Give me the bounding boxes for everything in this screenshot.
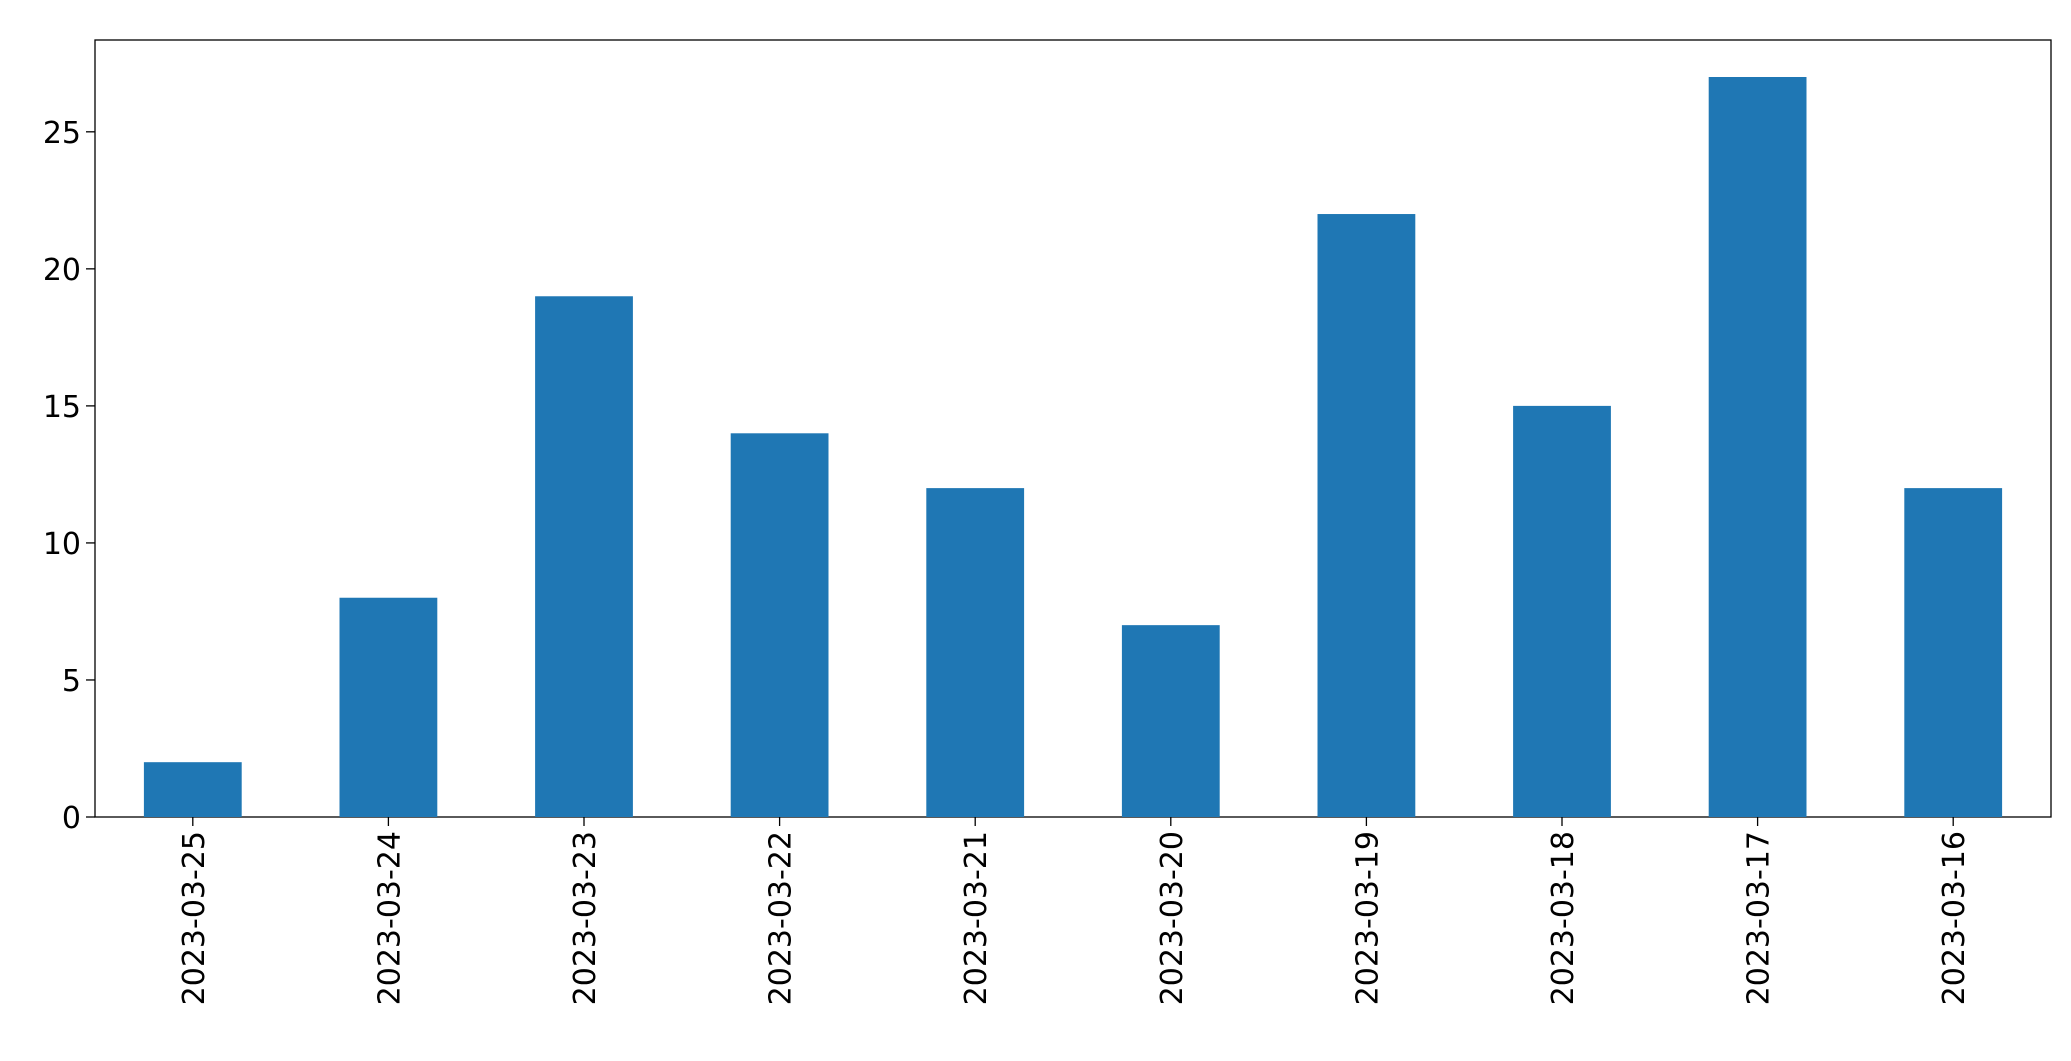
bar (1513, 405, 1611, 817)
x-tick-label: 2023-03-17 (1742, 831, 1777, 1005)
bar (1708, 77, 1807, 817)
y-tick-label: 10 (43, 527, 81, 562)
x-tick-label: 2023-03-16 (1937, 831, 1972, 1005)
x-tick-label: 2023-03-24 (372, 831, 407, 1005)
x-tick-label: 2023-03-25 (177, 831, 212, 1005)
y-tick-label: 15 (43, 390, 81, 425)
x-tick-label: 2023-03-22 (764, 831, 799, 1005)
x-tick-label: 2023-03-23 (568, 831, 603, 1005)
x-tick-label: 2023-03-19 (1350, 831, 1385, 1005)
y-tick-label: 0 (62, 801, 81, 836)
bar (1904, 488, 2003, 817)
y-tick-label: 25 (43, 116, 81, 151)
plot-frame (94, 39, 2052, 818)
bar (926, 488, 1025, 817)
x-tick-label: 2023-03-20 (1155, 831, 1190, 1005)
bar (1121, 625, 1220, 817)
y-tick-label: 20 (43, 253, 81, 288)
bar (730, 433, 829, 817)
y-tick-label: 5 (62, 664, 81, 699)
bar (339, 597, 438, 817)
bar (1317, 214, 1416, 817)
bar (535, 296, 633, 817)
x-tick-label: 2023-03-21 (959, 831, 994, 1005)
bar (143, 762, 242, 817)
x-tick-label: 2023-03-18 (1546, 831, 1581, 1005)
